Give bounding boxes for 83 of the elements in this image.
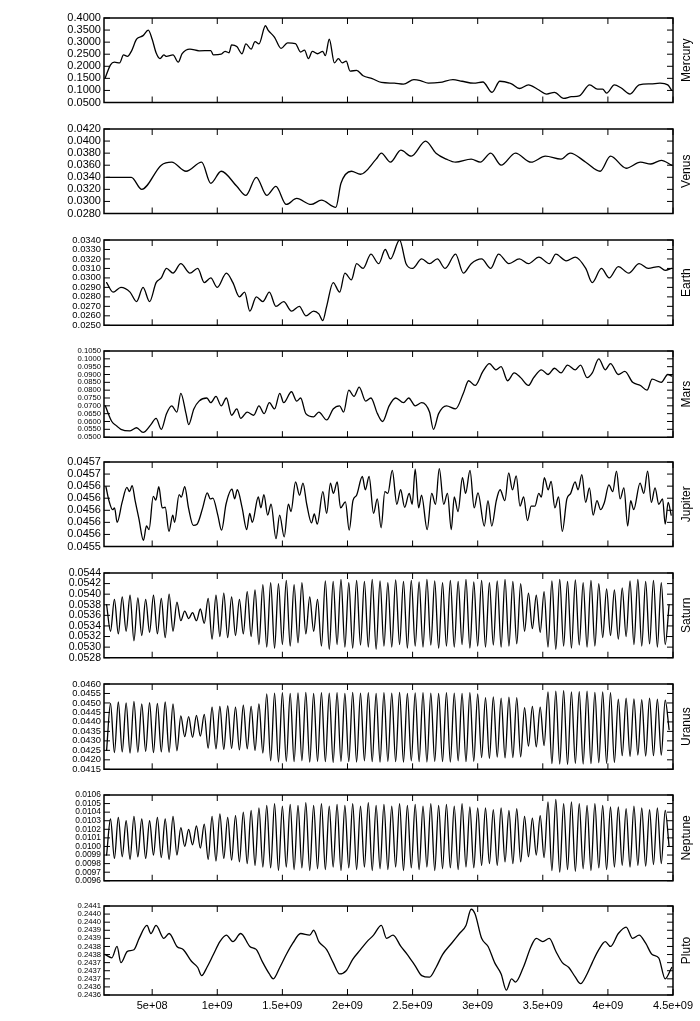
y-tick-label: 0.2500 [67,47,101,60]
y-tick-label: 0.0300 [72,271,101,283]
y-tick-label: 0.0542 [68,576,102,589]
y-tick-label: 0.0440 [72,715,101,727]
x-tick-label: 4.5e+09 [652,998,694,1011]
y-axis-title: Jupiter [679,486,694,523]
y-tick-label: 0.0106 [75,789,102,800]
line-series [105,240,673,322]
y-tick-label: 0.0532 [68,629,102,642]
x-tick-label: 4e+09 [592,998,624,1011]
y-tick-label: 0.0280 [67,206,101,219]
y-tick-label: 0.0457 [67,455,101,468]
y-tick-label: 0.0456 [67,479,101,492]
x-tick-label: 2.5e+09 [392,998,433,1011]
y-tick-label: 0.0099 [75,849,102,860]
y-tick-label: 0.0455 [72,687,101,699]
y-tick-label: 0.0290 [72,280,101,292]
y-tick-label: 0.0460 [72,677,101,689]
y-tick-label: 0.0425 [72,743,101,755]
y-tick-label: 0.0456 [67,491,101,504]
y-tick-label: 0.0455 [67,539,101,552]
x-tick-label: 3e+09 [462,998,494,1011]
y-axis-title: Venus [679,154,694,188]
y-tick-label: 0.0420 [72,753,101,765]
y-tick-label: 0.0360 [67,158,101,171]
y-tick-label: 0.0105 [75,797,102,808]
y-tick-label: 0.0528 [68,650,102,663]
y-tick-label: 0.0534 [68,618,102,631]
x-tick-label: 5e+08 [136,998,168,1011]
y-tick-label: 0.0340 [67,170,101,183]
y-tick-label: 0.0420 [67,122,101,135]
y-tick-label: 0.0103 [75,815,102,826]
y-tick-label: 0.0270 [72,299,101,311]
y-tick-label: 0.0330 [72,243,101,255]
y-tick-label: 0.0430 [72,734,101,746]
y-tick-label: 0.0415 [72,762,101,774]
y-axis-title: Saturn [679,597,694,634]
y-tick-label: 0.1500 [67,71,101,84]
y-tick-label: 0.0100 [75,840,102,851]
y-tick-label: 0.0456 [67,515,101,528]
y-tick-label: 0.0310 [72,262,101,274]
y-tick-label: 0.0435 [72,724,101,736]
y-tick-label: 0.0457 [67,467,101,480]
y-axis-title: Mars [679,380,694,408]
x-tick-label: 3.5e+09 [522,998,563,1011]
y-tick-label: 0.0250 [72,318,101,330]
y-tick-label: 0.2000 [67,59,101,72]
y-axis-title: Pluto [679,936,694,965]
x-tick-label: 2e+09 [332,998,363,1011]
y-axis-title: Mercury [679,38,694,82]
y-tick-label: 0.0456 [67,503,101,516]
y-tick-label: 0.0538 [68,597,102,610]
y-tick-label: 0.0280 [72,290,101,302]
y-tick-label: 0.0260 [72,309,101,321]
y-tick-label: 0.0450 [72,696,101,708]
y-tick-label: 0.0320 [72,252,101,264]
y-axis-title: Earth [679,268,694,297]
y-tick-label: 0.0445 [72,706,101,718]
y-tick-label: 0.0340 [72,233,101,245]
y-tick-label: 0.0544 [68,565,102,578]
y-tick-label: 0.0300 [67,194,101,207]
x-tick-label: 1e+09 [201,998,233,1011]
y-tick-label: 0.0097 [75,866,102,877]
y-axis-title: Neptune [679,814,694,861]
y-tick-label: 0.0530 [68,640,102,653]
y-tick-label: 0.0400 [67,134,101,147]
y-tick-label: 0.0096 [75,875,102,886]
y-tick-label: 0.0102 [75,823,102,834]
y-tick-label: 0.0500 [67,95,101,108]
y-tick-label: 0.0380 [67,146,101,159]
y-tick-label: 0.0456 [67,527,101,540]
y-tick-label: 0.0320 [67,182,101,195]
y-tick-label: 0.0540 [68,587,102,600]
y-tick-label: 0.1000 [67,83,101,96]
x-tick-label: 1.5e+09 [262,998,303,1011]
y-tick-label: 0.3500 [67,23,101,36]
y-tick-label: 0.3000 [67,35,101,48]
y-tick-label: 0.0536 [68,608,102,621]
y-tick-label: 0.0101 [75,832,102,843]
y-tick-label: 0.0104 [75,806,102,817]
y-tick-label: 0.4000 [67,11,101,24]
y-axis-title: Uranus [679,707,694,746]
y-tick-label: 0.0098 [75,857,102,868]
